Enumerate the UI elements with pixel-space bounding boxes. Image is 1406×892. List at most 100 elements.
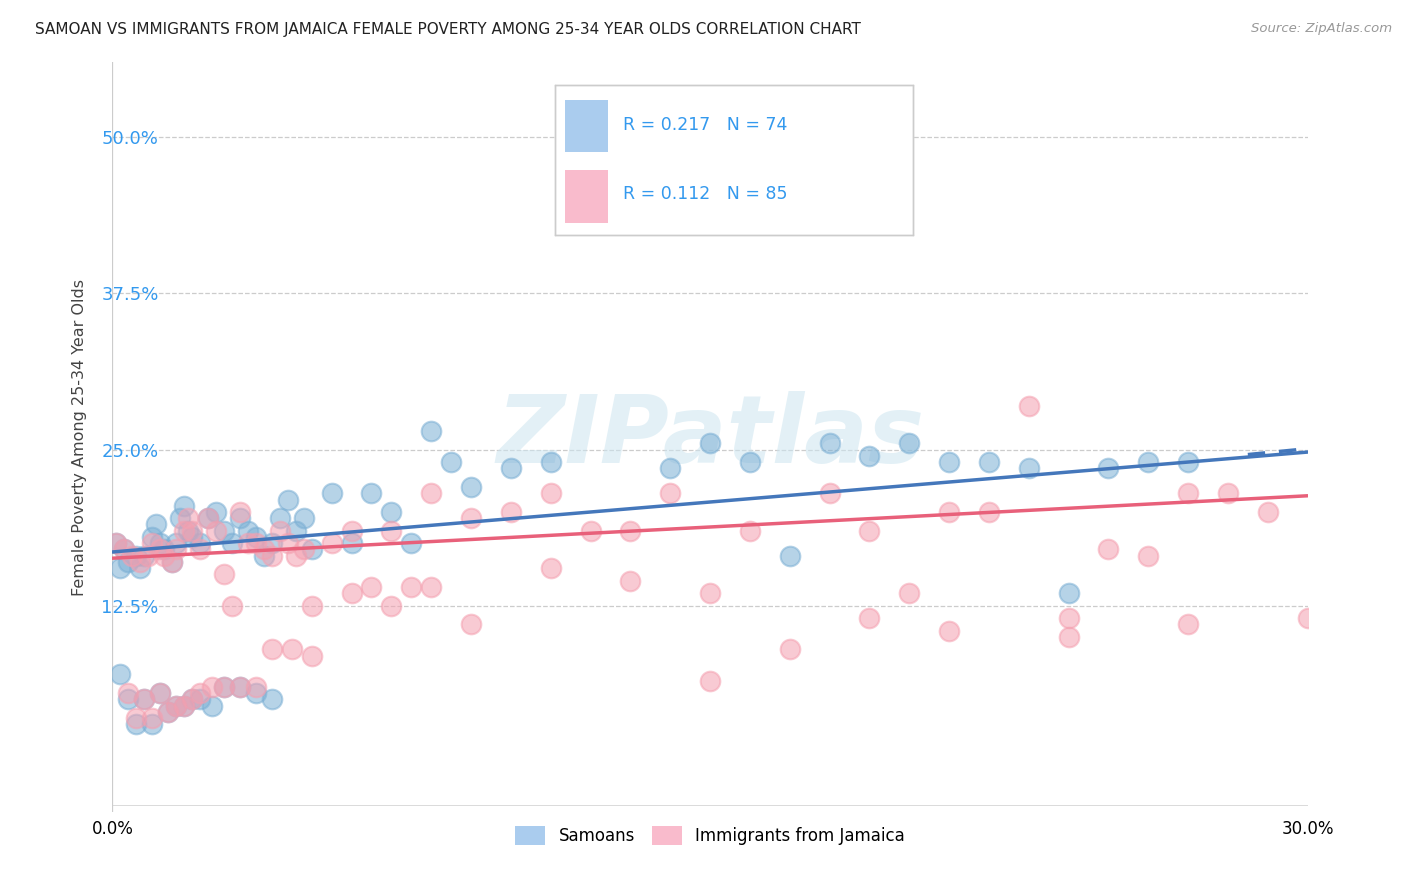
Point (181, 530, 204, 544)
Point (1177, 486, 1199, 500)
Point (301, 599, 323, 613)
Point (321, 536, 343, 550)
Point (117, 686, 139, 700)
Point (699, 673, 721, 688)
Point (129, 555, 152, 569)
Point (114, 542, 135, 557)
Point (188, 536, 211, 550)
Point (977, 505, 1000, 519)
Point (260, 549, 283, 563)
Point (162, 555, 183, 569)
Point (221, 599, 243, 613)
Point (1257, 505, 1279, 519)
Point (141, 536, 163, 550)
Point (149, 686, 172, 700)
Point (141, 530, 163, 544)
Point (301, 542, 323, 557)
Point (301, 648, 323, 663)
Point (110, 667, 132, 681)
Text: SAMOAN VS IMMIGRANTS FROM JAMAICA FEMALE POVERTY AMONG 25-34 YEAR OLDS CORRELATI: SAMOAN VS IMMIGRANTS FROM JAMAICA FEMALE… (35, 22, 860, 37)
Point (1057, 630, 1080, 644)
Point (173, 698, 195, 713)
Point (1057, 586, 1080, 600)
Point (197, 511, 219, 525)
Point (188, 686, 211, 700)
Point (245, 680, 267, 694)
Point (162, 555, 183, 569)
Point (173, 698, 195, 713)
Point (153, 542, 176, 557)
Point (1177, 455, 1199, 469)
Point (619, 524, 641, 538)
Point (134, 692, 156, 706)
Point (141, 711, 163, 725)
Point (212, 567, 235, 582)
Point (858, 524, 880, 538)
Point (125, 711, 148, 725)
Point (738, 524, 761, 538)
Point (277, 492, 299, 507)
Point (260, 536, 283, 550)
Point (699, 436, 721, 450)
Point (145, 517, 167, 532)
Point (201, 698, 224, 713)
Point (105, 536, 128, 550)
Point (134, 549, 156, 563)
Point (177, 524, 200, 538)
Point (121, 549, 143, 563)
Point (460, 480, 482, 494)
Point (229, 680, 252, 694)
Point (181, 692, 204, 706)
Point (188, 692, 211, 706)
Point (938, 624, 960, 638)
Point (659, 461, 682, 475)
Point (129, 561, 152, 575)
Point (420, 580, 443, 594)
Point (125, 549, 148, 563)
Point (236, 524, 259, 538)
Point (898, 436, 921, 450)
Point (149, 536, 172, 550)
Point (212, 680, 235, 694)
Point (779, 642, 801, 657)
Point (110, 561, 132, 575)
Point (321, 486, 343, 500)
Point (1097, 542, 1119, 557)
Point (177, 511, 200, 525)
Point (212, 524, 235, 538)
Point (134, 692, 156, 706)
Point (1137, 549, 1160, 563)
Point (540, 455, 562, 469)
Point (818, 436, 841, 450)
Point (738, 455, 761, 469)
Point (188, 542, 211, 557)
Point (269, 511, 291, 525)
Point (181, 524, 204, 538)
Point (157, 705, 180, 719)
Point (245, 686, 267, 700)
Point (540, 486, 562, 500)
Point (165, 698, 187, 713)
Point (197, 511, 219, 525)
Point (1018, 399, 1040, 413)
Point (360, 580, 382, 594)
Point (292, 511, 315, 525)
Point (380, 599, 402, 613)
Point (212, 680, 235, 694)
Point (117, 555, 139, 569)
Point (977, 455, 1000, 469)
Point (579, 180, 602, 194)
Point (499, 461, 522, 475)
Point (284, 549, 307, 563)
Point (169, 511, 191, 525)
Point (579, 524, 602, 538)
Point (540, 561, 562, 575)
Point (340, 536, 363, 550)
Point (260, 692, 283, 706)
Point (292, 542, 315, 557)
Point (460, 511, 482, 525)
Point (380, 524, 402, 538)
Point (153, 549, 176, 563)
Point (105, 536, 128, 550)
Point (779, 549, 801, 563)
